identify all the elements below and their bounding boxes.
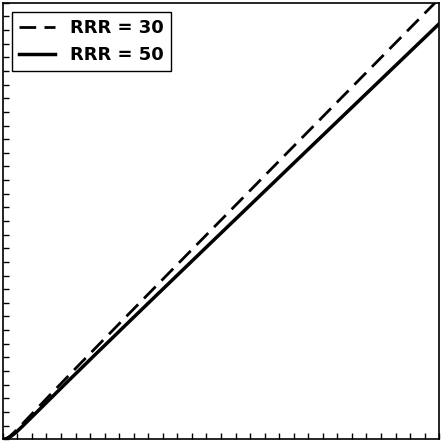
RRR = 50 bbox=[192, 255, 198, 261]
Line: RRR = 30: RRR = 30 bbox=[3, 0, 439, 439]
RRR = 30 bbox=[437, 0, 442, 1]
RRR = 30 bbox=[340, 93, 346, 99]
RRR = 50 bbox=[177, 271, 182, 276]
RRR = 30 bbox=[300, 134, 305, 140]
RRR = 50 bbox=[348, 106, 354, 111]
RRR = 50 bbox=[45, 399, 50, 404]
RRR = 50 bbox=[437, 21, 442, 27]
RRR = 30 bbox=[45, 395, 50, 400]
RRR = 30 bbox=[348, 85, 354, 91]
RRR = 50 bbox=[340, 113, 346, 118]
RRR = 50 bbox=[0, 437, 6, 442]
Legend: RRR = 30, RRR = 50: RRR = 30, RRR = 50 bbox=[12, 12, 171, 71]
RRR = 30 bbox=[177, 260, 182, 265]
RRR = 30 bbox=[0, 437, 6, 442]
RRR = 30 bbox=[192, 244, 198, 249]
Line: RRR = 50: RRR = 50 bbox=[3, 24, 439, 439]
RRR = 50 bbox=[300, 152, 305, 157]
